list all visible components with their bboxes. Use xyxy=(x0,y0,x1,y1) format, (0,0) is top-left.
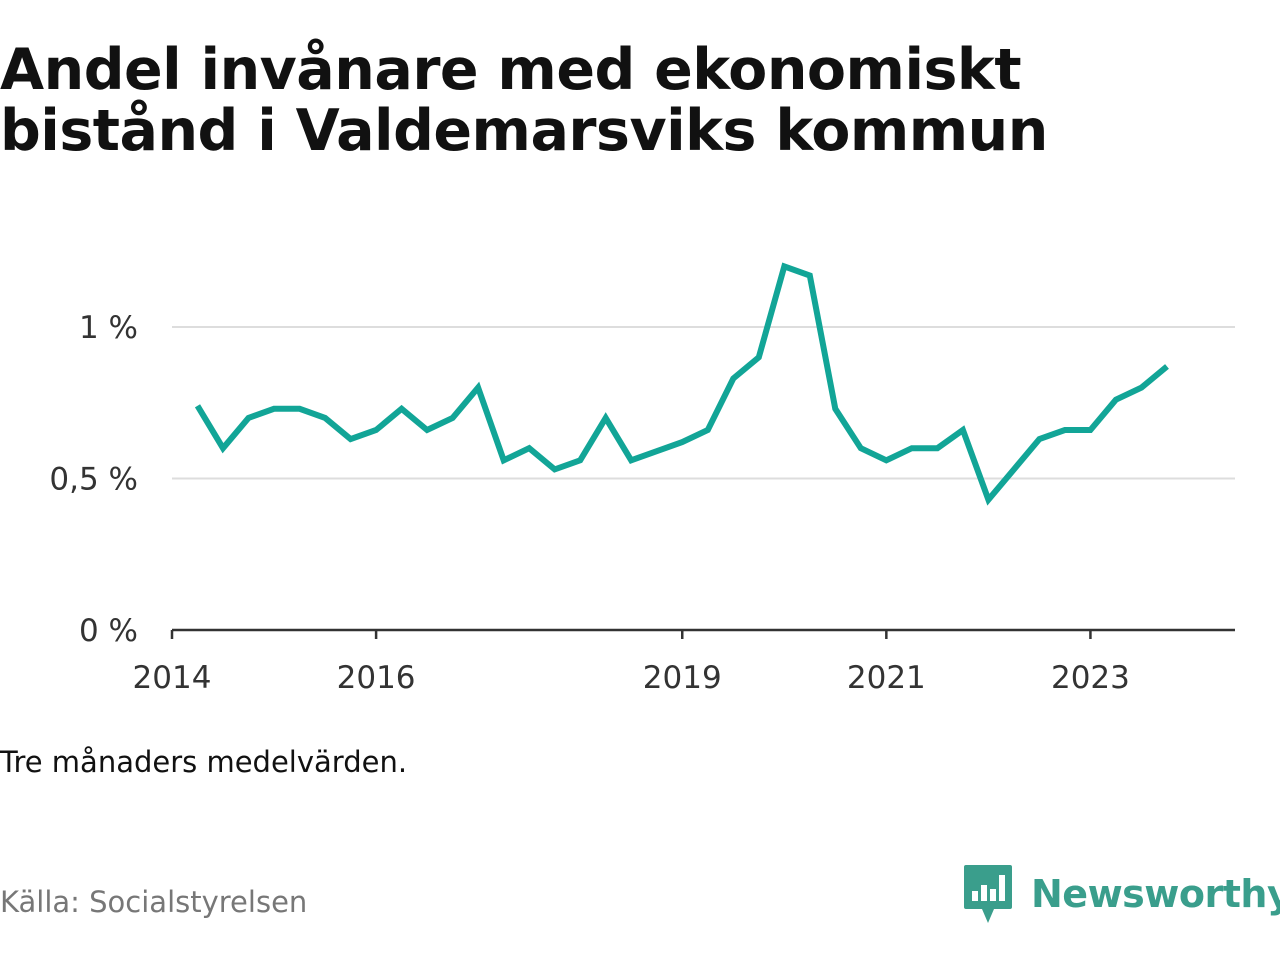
x-tick-label: 2016 xyxy=(337,660,416,696)
y-tick-label: 0 % xyxy=(79,613,138,649)
grid-lines xyxy=(172,326,1235,480)
series-line xyxy=(194,262,1169,506)
y-tick-label: 0,5 % xyxy=(49,462,138,498)
data-series xyxy=(194,262,1169,506)
x-tick-label: 2019 xyxy=(643,660,722,696)
x-tick-label: 2021 xyxy=(847,660,926,696)
brand-name: Newsworthy xyxy=(1031,872,1280,916)
line-chart: 0 % 0,5 % 1 % 2014 2016 2019 2021 2023 xyxy=(49,262,1235,696)
newsworthy-logo-icon xyxy=(964,865,1012,923)
brand-logo: Newsworthy xyxy=(963,862,1280,926)
chart-title: Andel invånare med ekonomiskt bistånd i … xyxy=(0,37,1048,164)
x-tick-label: 2014 xyxy=(133,660,212,696)
tick-labels: 0 % 0,5 % 1 % 2014 2016 2019 2021 2023 xyxy=(49,310,1130,696)
chart-note: Tre månaders medelvärden. xyxy=(0,745,408,779)
x-axis xyxy=(170,628,1235,639)
x-tick-label: 2023 xyxy=(1051,660,1130,696)
y-tick-label: 1 % xyxy=(79,310,138,346)
source-credit: Källa: Socialstyrelsen xyxy=(0,885,308,919)
